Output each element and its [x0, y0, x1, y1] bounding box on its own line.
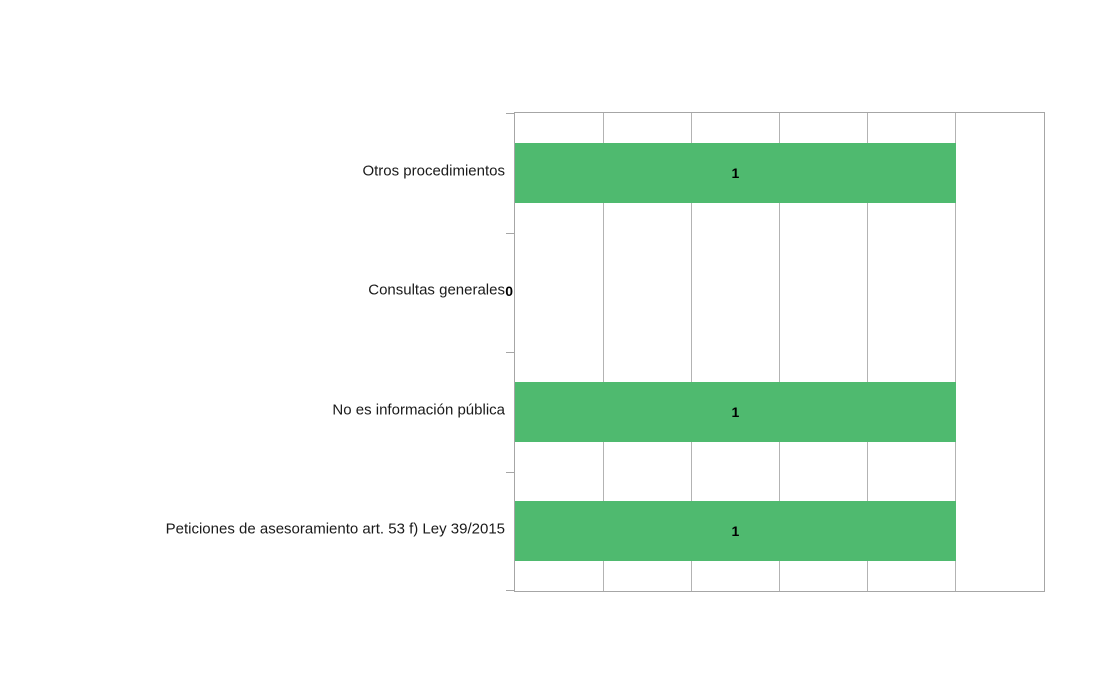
- vertical-gridline: [867, 113, 869, 591]
- bar: 1: [515, 501, 956, 562]
- bar: 1: [515, 381, 956, 442]
- data-label: 1: [731, 523, 740, 540]
- category-label: Consultas generales: [368, 281, 505, 299]
- plot-area: 1 1 1: [506, 112, 1045, 592]
- category-tick: [506, 113, 514, 114]
- category-tick: [506, 352, 514, 353]
- category-tick: [506, 590, 514, 591]
- category-label: No es información pública: [332, 401, 505, 419]
- bar: 1: [515, 142, 956, 203]
- category-label: Peticiones de asesoramiento art. 53 f) L…: [165, 520, 505, 538]
- data-label: 0: [505, 283, 513, 300]
- category-tick: [506, 471, 514, 473]
- vertical-gridline: [779, 113, 780, 591]
- category-tick: [506, 232, 514, 234]
- vertical-gridline: [955, 113, 957, 591]
- vertical-gridline: [602, 113, 604, 591]
- category-label: Otros procedimientos: [362, 162, 505, 180]
- data-label: 1: [731, 403, 740, 420]
- vertical-gridline: [690, 113, 692, 591]
- data-label: 1: [731, 164, 740, 181]
